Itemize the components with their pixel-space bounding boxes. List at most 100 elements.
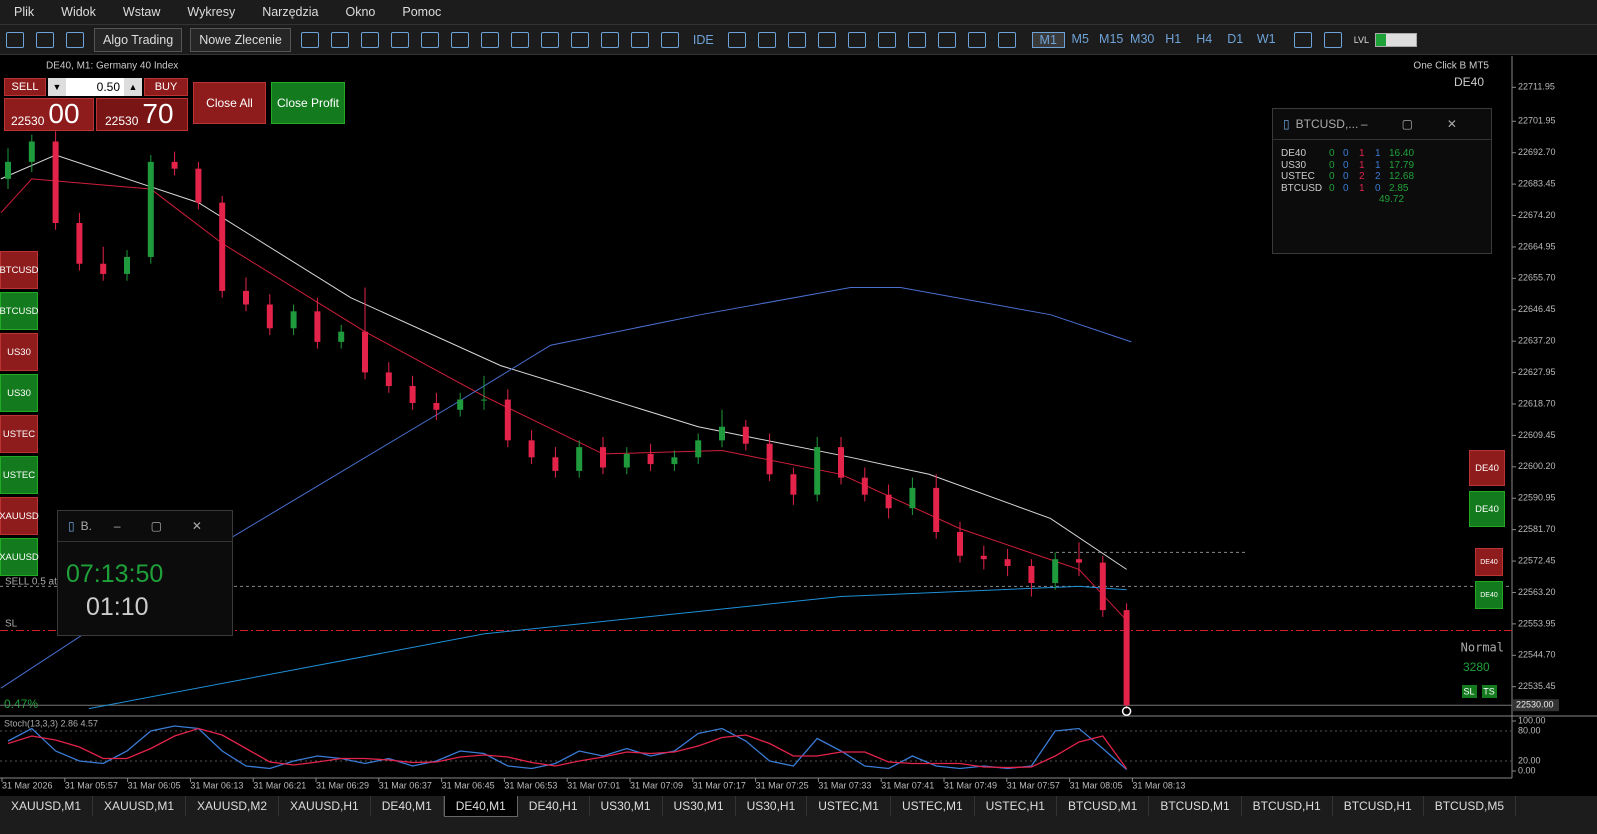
symbol-button[interactable]: USTEC: [0, 415, 38, 453]
icon[interactable]: [480, 31, 499, 48]
chart-tab[interactable]: US30,H1: [736, 796, 808, 816]
icon[interactable]: [757, 31, 776, 48]
icon[interactable]: [66, 31, 84, 48]
timeframe-button[interactable]: H4: [1196, 31, 1213, 46]
timeframe-button[interactable]: W1: [1256, 31, 1276, 46]
menu-item[interactable]: Wstaw: [122, 5, 161, 19]
icon[interactable]: [390, 31, 409, 48]
chart-tab[interactable]: XAUUSD,M1: [0, 796, 94, 816]
icon[interactable]: [300, 31, 319, 48]
timeframe-button[interactable]: H1: [1165, 31, 1182, 46]
candle-body: [933, 487, 940, 533]
icon[interactable]: [510, 31, 529, 48]
icon[interactable]: [570, 31, 589, 48]
bid-big: 22530: [11, 114, 45, 128]
chart-tab[interactable]: DE40,M1: [443, 796, 518, 817]
icon[interactable]: [817, 31, 836, 48]
symbol-button[interactable]: BTCUSD: [0, 251, 39, 289]
menu-item[interactable]: Plik: [14, 5, 35, 19]
chart-tab[interactable]: BTCUSD,M1: [1057, 796, 1150, 816]
chart-tab[interactable]: BTCUSD,M5: [1424, 796, 1517, 816]
symbol-button[interactable]: US30: [0, 374, 38, 412]
ts-button-label[interactable]: TS: [1483, 686, 1495, 696]
algo-trading-button[interactable]: Algo Trading: [94, 27, 183, 52]
lot-up[interactable]: ▲: [124, 78, 142, 96]
timeframe-button[interactable]: M15: [1099, 31, 1124, 46]
icon[interactable]: [727, 31, 746, 48]
ide-button[interactable]: IDE: [692, 32, 714, 47]
icon[interactable]: [450, 31, 469, 48]
chart-tab[interactable]: USTEC,H1: [975, 796, 1057, 816]
menu-item[interactable]: Widok: [61, 5, 96, 19]
icon[interactable]: [907, 31, 926, 48]
symbol-button[interactable]: BTCUSD: [0, 292, 39, 330]
menu-item[interactable]: Wykresy: [187, 5, 236, 19]
chart-tab[interactable]: USTEC,M1: [807, 796, 891, 816]
summary-cell: 0: [1343, 159, 1349, 171]
icon[interactable]: [6, 31, 24, 48]
candle-body: [100, 263, 107, 274]
icon[interactable]: [787, 31, 806, 48]
icon[interactable]: [937, 31, 956, 48]
timeframe-button[interactable]: M1: [1031, 31, 1065, 48]
menu-item[interactable]: Pomoc: [402, 5, 442, 19]
new-order-button[interactable]: Nowe Zlecenie: [190, 27, 291, 52]
summary-cell: 1: [1359, 182, 1365, 194]
lot-input[interactable]: 0.50: [66, 78, 124, 96]
bid-price[interactable]: 22530 00: [4, 98, 94, 131]
symbol-button[interactable]: DE40: [1475, 548, 1503, 576]
chart-tab[interactable]: US30,M1: [590, 796, 663, 816]
sell-button[interactable]: SELL: [4, 78, 46, 96]
icon[interactable]: [997, 31, 1016, 48]
chart-tab[interactable]: XAUUSD,M2: [186, 796, 280, 816]
sl-button[interactable]: [1462, 685, 1477, 698]
icon[interactable]: [1293, 31, 1312, 48]
symbol-button[interactable]: US30: [0, 333, 38, 371]
buy-button[interactable]: BUY: [144, 78, 188, 96]
icon[interactable]: [600, 31, 619, 48]
window-controls[interactable]: –▢✕: [113, 519, 232, 533]
symbol-button[interactable]: DE40: [1469, 450, 1505, 486]
lvl-button[interactable]: LVL: [1353, 34, 1370, 45]
icon[interactable]: [420, 31, 439, 48]
close-profit-button[interactable]: Close Profit: [271, 82, 345, 124]
menu-item[interactable]: Narzędzia: [262, 5, 319, 19]
ts-button[interactable]: [1482, 685, 1497, 698]
icon[interactable]: [877, 31, 896, 48]
stoch-tick-label: 100.00: [1518, 715, 1546, 725]
menu-item[interactable]: Okno: [345, 5, 376, 19]
icon[interactable]: [1323, 31, 1342, 48]
chart-tab[interactable]: US30,M1: [663, 796, 736, 816]
chart-tab[interactable]: DE40,M1: [371, 796, 444, 816]
window-controls[interactable]: –▢✕: [1360, 117, 1491, 131]
chart-tab[interactable]: XAUUSD,H1: [279, 796, 371, 816]
symbol-button[interactable]: USTEC: [0, 456, 38, 494]
icon[interactable]: [967, 31, 986, 48]
symbol-button[interactable]: DE40: [1475, 581, 1503, 609]
timeframe-button[interactable]: M5: [1071, 31, 1089, 46]
icon[interactable]: [540, 31, 559, 48]
chart-tab[interactable]: BTCUSD,M1: [1149, 796, 1242, 816]
chart-tab[interactable]: DE40,H1: [518, 796, 590, 816]
chart-tab[interactable]: USTEC,M1: [891, 796, 975, 816]
icon[interactable]: [330, 31, 349, 48]
lot-down[interactable]: ▼: [48, 78, 66, 96]
icon[interactable]: [360, 31, 379, 48]
timeframe-button[interactable]: M30: [1130, 31, 1155, 46]
expert-name: One Click B MT5: [1413, 61, 1489, 72]
symbol-button[interactable]: DE40: [1469, 491, 1505, 527]
timeframe-button[interactable]: D1: [1227, 31, 1244, 46]
icon[interactable]: [660, 31, 679, 48]
chart-tab[interactable]: BTCUSD,H1: [1242, 796, 1333, 816]
chart-tab[interactable]: BTCUSD,H1: [1333, 796, 1424, 816]
chart-tab[interactable]: XAUUSD,M1: [93, 796, 187, 816]
candle-body: [1028, 565, 1035, 583]
sl-button-label[interactable]: SL: [1463, 686, 1474, 696]
icon[interactable]: [630, 31, 649, 48]
symbol-button[interactable]: XAUUSD: [0, 497, 39, 535]
icon[interactable]: [847, 31, 866, 48]
symbol-button[interactable]: XAUUSD: [0, 538, 39, 576]
ask-price[interactable]: 22530 70: [96, 98, 188, 131]
icon[interactable]: [36, 31, 54, 48]
close-all-button[interactable]: Close All: [193, 82, 266, 124]
